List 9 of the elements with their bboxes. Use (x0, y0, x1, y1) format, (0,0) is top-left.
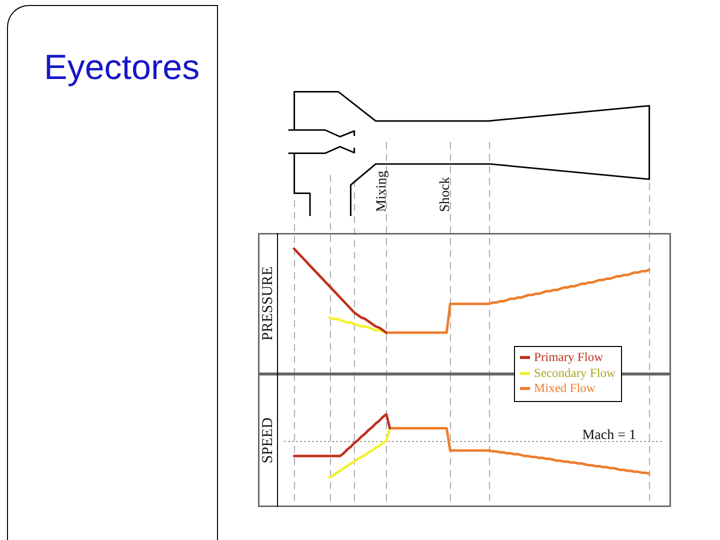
legend-label: Primary Flow (534, 350, 604, 366)
y-axis-title: PRESSURE (260, 266, 276, 341)
text: Mixing (374, 170, 390, 212)
legend-label: Secondary Flow (534, 366, 616, 381)
ref-line-label: Mach = 1 (582, 428, 636, 444)
legend-label: Mixed Flow (534, 381, 596, 396)
y-axis-title: SPEED (260, 417, 276, 464)
text: Shock (438, 177, 454, 212)
chart-title: Eyectores (44, 48, 200, 87)
